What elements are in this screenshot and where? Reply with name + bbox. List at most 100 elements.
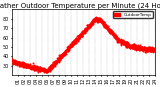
Point	[20, 63, 23, 64]
Point	[141, 46, 143, 47]
Point	[111, 34, 114, 35]
Point	[11, 60, 14, 61]
Point	[131, 47, 133, 48]
Point	[144, 47, 147, 48]
Point	[77, 37, 79, 39]
Point	[12, 62, 15, 63]
Point	[146, 48, 148, 49]
Point	[57, 58, 59, 60]
Point	[133, 46, 136, 47]
Point	[85, 30, 87, 31]
Point	[135, 49, 137, 50]
Point	[61, 55, 63, 57]
Point	[23, 64, 25, 65]
Point	[76, 39, 79, 40]
Point	[116, 39, 119, 40]
Point	[115, 37, 118, 38]
Point	[85, 28, 87, 30]
Point	[141, 49, 144, 50]
Point	[32, 67, 35, 69]
Point	[126, 44, 129, 45]
Point	[122, 40, 125, 42]
Point	[133, 46, 135, 48]
Point	[112, 34, 115, 35]
Point	[83, 31, 85, 33]
Point	[19, 63, 22, 64]
Point	[121, 42, 124, 43]
Point	[121, 42, 124, 43]
Point	[87, 25, 90, 26]
Point	[27, 65, 30, 66]
Point	[103, 24, 106, 25]
Point	[79, 34, 82, 35]
Point	[148, 47, 151, 48]
Point	[28, 64, 31, 66]
Point	[113, 37, 116, 38]
Point	[60, 56, 63, 58]
Point	[147, 47, 149, 48]
Point	[45, 70, 48, 71]
Point	[109, 32, 112, 33]
Point	[124, 43, 126, 45]
Point	[32, 66, 34, 67]
Point	[84, 31, 87, 32]
Point	[152, 52, 155, 53]
Point	[77, 39, 80, 40]
Point	[119, 41, 121, 42]
Point	[123, 41, 125, 42]
Point	[41, 68, 44, 69]
Point	[40, 68, 43, 69]
Point	[87, 24, 89, 26]
Point	[143, 46, 145, 48]
Point	[138, 47, 141, 48]
Point	[78, 36, 81, 37]
Point	[66, 46, 69, 48]
Point	[84, 30, 87, 31]
Point	[105, 26, 107, 27]
Point	[31, 68, 33, 69]
Point	[52, 65, 54, 67]
Point	[55, 61, 58, 62]
Point	[108, 31, 110, 32]
Point	[136, 46, 138, 48]
Point	[64, 52, 66, 53]
Point	[25, 65, 28, 66]
Point	[88, 25, 90, 27]
Point	[85, 29, 87, 31]
Point	[24, 63, 27, 64]
Point	[135, 48, 138, 49]
Point	[124, 44, 127, 46]
Point	[120, 41, 123, 43]
Point	[69, 46, 72, 47]
Point	[142, 47, 145, 49]
Point	[70, 43, 73, 44]
Point	[121, 41, 124, 43]
Point	[141, 49, 144, 50]
Point	[35, 68, 38, 70]
Point	[150, 49, 153, 51]
Point	[13, 62, 16, 63]
Point	[129, 46, 131, 48]
Point	[106, 26, 108, 28]
Point	[55, 63, 57, 64]
Point	[121, 41, 124, 43]
Point	[23, 62, 25, 63]
Point	[127, 45, 130, 46]
Point	[19, 63, 21, 64]
Point	[95, 19, 98, 21]
Point	[16, 62, 18, 63]
Point	[50, 66, 53, 67]
Point	[26, 65, 28, 66]
Point	[68, 50, 70, 51]
Point	[121, 39, 123, 41]
Point	[53, 64, 56, 65]
Point	[32, 67, 35, 68]
Point	[20, 64, 22, 65]
Point	[148, 50, 151, 51]
Point	[109, 33, 112, 34]
Point	[71, 45, 73, 46]
Point	[79, 34, 82, 35]
Point	[23, 64, 26, 66]
Point	[71, 44, 74, 46]
Point	[65, 51, 67, 53]
